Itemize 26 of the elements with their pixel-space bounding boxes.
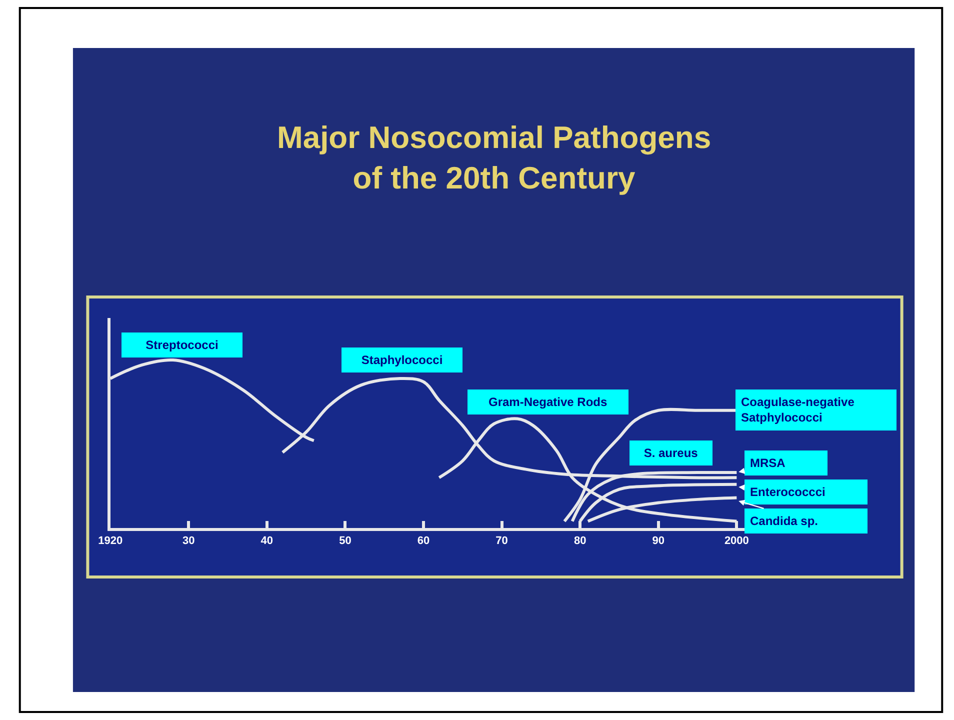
label: Gram-Negative Rods <box>468 390 628 414</box>
label: Coagulase-negative Satphylococci <box>736 390 896 430</box>
label: Enterococcci <box>744 480 868 504</box>
x-tick-label: 80 <box>574 535 586 548</box>
series-label: Gram-Negative Rods <box>488 395 608 409</box>
x-tick-label: 2000 <box>724 535 749 548</box>
x-tick-label: 40 <box>260 535 274 548</box>
series-label: Candida sp. <box>750 514 818 528</box>
label: Staphylococci <box>342 348 462 372</box>
x-tick-label: 60 <box>417 535 430 548</box>
x-tick-label: 30 <box>182 535 195 548</box>
label: Major Nosocomial Pathogens of the 20th Century <box>277 120 712 196</box>
series-label: Coagulase-negative Satphylococci <box>741 395 855 425</box>
x-tick-label: 1920 <box>98 535 123 548</box>
series-label: Staphylococci <box>361 353 443 367</box>
annotation: S. aureus <box>644 446 698 460</box>
series-label: Enterococcci <box>750 485 826 499</box>
series-label: Streptococci <box>146 338 218 352</box>
x-tick-label: 90 <box>652 535 665 548</box>
x-tick-label: 70 <box>496 535 508 548</box>
series-label: MRSA <box>750 456 786 470</box>
label: MRSA <box>744 450 828 476</box>
x-tick-label: 50 <box>339 535 352 548</box>
label: Streptococci <box>122 332 242 358</box>
label: Candida sp. <box>744 508 868 534</box>
label: S. aureus <box>630 440 712 466</box>
